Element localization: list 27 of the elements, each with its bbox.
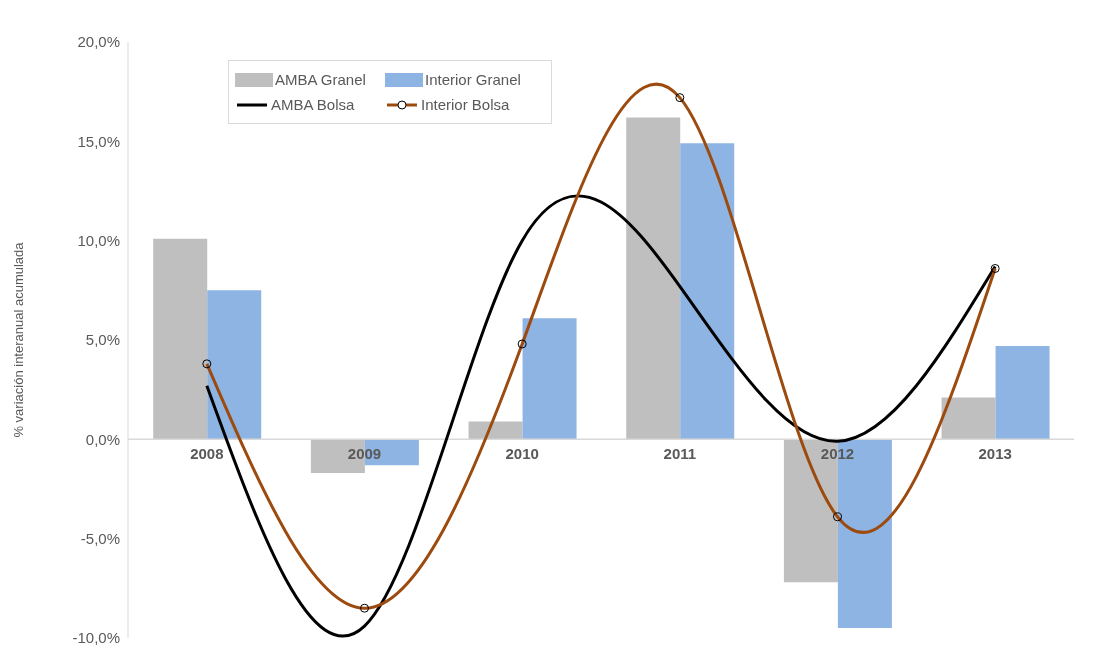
y-tick-label: 20,0% xyxy=(77,33,120,51)
bar xyxy=(626,117,681,440)
bar xyxy=(941,397,996,440)
bar xyxy=(680,143,735,440)
bar xyxy=(468,421,523,440)
point xyxy=(990,263,1000,273)
legend-label: Interior Bolsa xyxy=(421,96,510,113)
x-tick-label: 2009 xyxy=(347,445,382,463)
legend-label: AMBA Bolsa xyxy=(271,96,355,113)
x-tick-label: 2010 xyxy=(505,445,539,463)
legend-label: Interior Granel xyxy=(425,71,521,88)
y-tick-label: -10,0% xyxy=(72,629,120,647)
y-tick-label: 15,0% xyxy=(77,132,120,150)
legend-label: AMBA Granel xyxy=(275,71,366,88)
bar xyxy=(522,318,577,440)
bar xyxy=(207,290,262,440)
x-tick-label: 2012 xyxy=(820,445,855,463)
y-tick-label: 0,0% xyxy=(85,430,120,448)
y-tick-label: 5,0% xyxy=(85,331,120,349)
y-axis-title: % variación interanual acumulada xyxy=(10,241,26,438)
x-tick-label: 2008 xyxy=(190,445,224,463)
y-tick-label: 10,0% xyxy=(77,231,120,249)
bar xyxy=(153,238,208,440)
bar xyxy=(995,345,1050,440)
y-tick-label: -5,0% xyxy=(80,529,120,547)
x-tick-label: 2011 xyxy=(663,445,697,463)
x-tick-label: 2013 xyxy=(978,445,1012,463)
